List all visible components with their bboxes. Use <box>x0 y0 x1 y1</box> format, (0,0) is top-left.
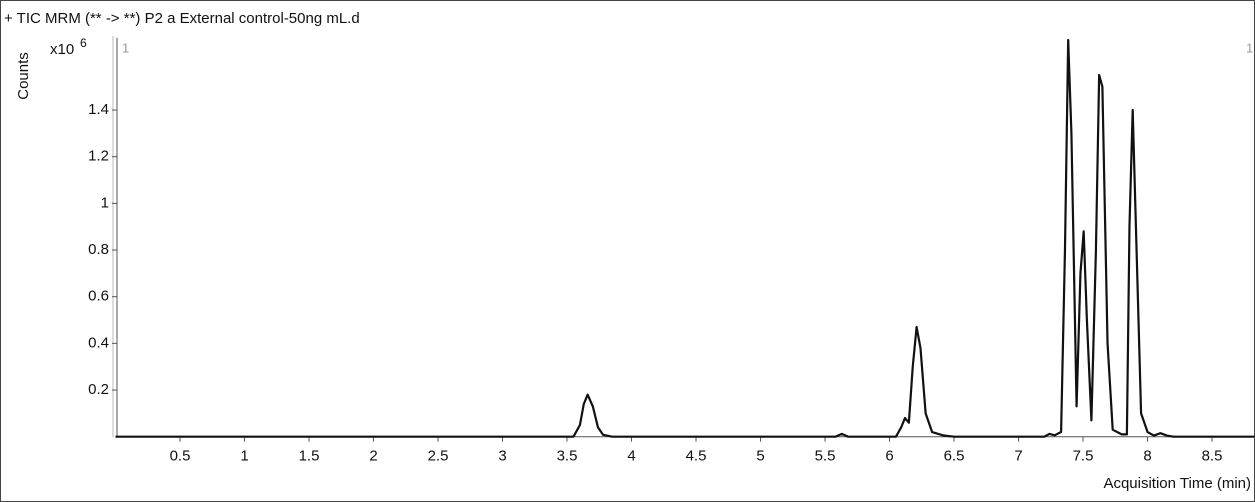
x-tick-label: 7.5 <box>1073 448 1094 465</box>
y-axis-label: Counts <box>15 52 32 100</box>
x-tick-label: 3 <box>498 448 506 465</box>
y-scale-exponent: 6 <box>80 36 87 50</box>
chromatogram-line <box>115 38 1255 438</box>
y-tick-label: 1.2 <box>88 148 109 165</box>
x-tick-label: 5 <box>756 448 764 465</box>
trace-label: 1 <box>122 40 129 55</box>
x-tick-label: 3.5 <box>557 448 578 465</box>
x-tick-label: 8.5 <box>1202 448 1223 465</box>
x-tick-label: 6 <box>885 448 893 465</box>
x-tick-label: 2 <box>369 448 377 465</box>
y-tick-label: 0.2 <box>88 381 109 398</box>
y-tick-label: 1 <box>101 194 109 211</box>
y-tick-label: 0.6 <box>88 288 109 305</box>
x-tick-label: 1.5 <box>299 448 320 465</box>
x-tick-label: 1 <box>240 448 248 465</box>
x-tick-label: 6.5 <box>944 448 965 465</box>
y-tick-label: 1.4 <box>88 101 109 118</box>
x-tick-label: 2.5 <box>428 448 449 465</box>
chart-title: + TIC MRM (** -> **) P2 a External contr… <box>4 10 360 27</box>
x-tick-label: 8 <box>1143 448 1151 465</box>
x-tick-label: 4.5 <box>686 448 707 465</box>
x-axis-label: Acquisition Time (min) <box>1103 475 1251 492</box>
x-tick-label: 5.5 <box>815 448 836 465</box>
y-tick-label: 0.4 <box>88 334 109 351</box>
x-tick-label: 0.5 <box>170 448 191 465</box>
x-tick-label: 4 <box>627 448 635 465</box>
y-tick-label: 0.8 <box>88 241 109 258</box>
x-tick-label: 7 <box>1014 448 1022 465</box>
y-scale-label: x10 <box>50 41 74 58</box>
trace-label: 1 <box>1246 40 1253 55</box>
